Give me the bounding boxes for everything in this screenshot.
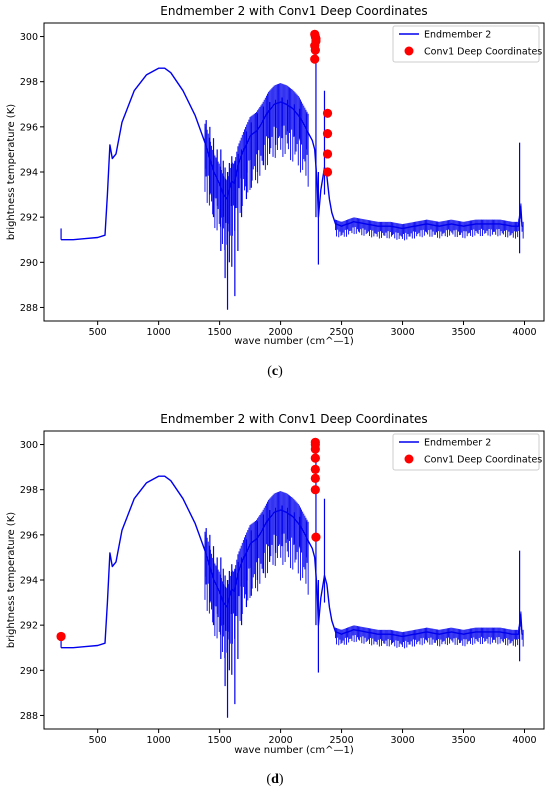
- plot-frame: [43, 430, 545, 730]
- coordinate-point: [322, 149, 333, 159]
- plot-area: [56, 437, 524, 718]
- x-tick-label: 2500: [329, 735, 353, 746]
- y-tick-label: 288: [20, 303, 38, 314]
- coordinate-point: [311, 34, 321, 44]
- x-tick-label: 2500: [329, 327, 353, 338]
- x-tick-label: 500: [89, 327, 107, 338]
- y-tick-label: 288: [20, 711, 38, 722]
- y-tick-label: 300: [20, 32, 38, 43]
- chart-title: Endmember 2 with Conv1 Deep Coordinates: [160, 4, 427, 18]
- coordinate-point: [56, 631, 66, 642]
- y-tick-label: 298: [20, 77, 38, 88]
- y-tick-label: 296: [20, 122, 38, 133]
- axis-ticks: 500 1000 1500 2000 2500 3000 3500 4000 288 290 292…: [20, 440, 537, 746]
- y-axis-label: brightness temperature (K): [6, 104, 17, 240]
- coordinate-point: [310, 444, 320, 454]
- legend: Endmember 2 Conv1 Deep Coordinates: [392, 433, 542, 471]
- caption-d: (d): [266, 772, 284, 787]
- y-tick-label: 296: [20, 530, 38, 541]
- chart-c: Endmember 2 with Conv1 Deep Coordinates …: [6, 4, 545, 347]
- x-tick-label: 1500: [208, 735, 232, 746]
- legend-box: [392, 433, 540, 471]
- x-tick-label: 3500: [451, 735, 475, 746]
- coordinate-point: [310, 473, 320, 484]
- x-tick-label: 1500: [208, 327, 232, 338]
- x-tick-label: 2000: [268, 327, 292, 338]
- coordinate-point: [310, 54, 320, 64]
- legend-entry-endmember: Endmember 2: [424, 438, 491, 449]
- chart-d: Endmember 2 with Conv1 Deep Coordinates …: [6, 412, 545, 756]
- legend-entry-coordinates: Conv1 Deep Coordinates: [424, 455, 542, 466]
- x-tick-label: 3500: [451, 327, 475, 338]
- legend-point-swatch: [404, 46, 414, 56]
- y-tick-label: 294: [20, 168, 38, 179]
- y-tick-label: 294: [20, 576, 38, 587]
- y-tick-label: 298: [20, 485, 38, 496]
- x-tick-label: 3000: [390, 327, 414, 338]
- coordinate-point: [322, 108, 333, 118]
- y-tick-label: 292: [20, 213, 38, 224]
- caption-c: (c): [267, 364, 283, 379]
- coordinate-point: [310, 45, 320, 55]
- y-axis-label: brightness temperature (K): [6, 512, 17, 648]
- coordinate-point: [311, 532, 321, 542]
- legend-box: [392, 25, 540, 63]
- x-tick-label: 4000: [512, 327, 536, 338]
- x-axis-label: wave number (cm^—1): [234, 745, 354, 756]
- coordinate-point: [322, 129, 333, 139]
- x-tick-label: 4000: [512, 735, 536, 746]
- legend-entry-coordinates: Conv1 Deep Coordinates: [424, 47, 542, 58]
- legend: Endmember 2 Conv1 Deep Coordinates: [392, 25, 542, 63]
- x-tick-label: 1000: [147, 735, 171, 746]
- y-tick-label: 290: [20, 666, 38, 677]
- plot-frame: [43, 22, 545, 322]
- x-axis-label: wave number (cm^—1): [234, 336, 354, 347]
- x-tick-label: 1000: [147, 327, 171, 338]
- legend-point-swatch: [404, 454, 414, 464]
- coordinate-point: [310, 453, 320, 463]
- coordinate-point: [310, 485, 320, 495]
- legend-entry-endmember: Endmember 2: [424, 30, 491, 41]
- y-tick-label: 292: [20, 621, 38, 632]
- x-tick-label: 2000: [268, 735, 292, 746]
- plot-area: [60, 29, 524, 310]
- x-tick-label: 500: [89, 735, 107, 746]
- coordinate-point: [322, 167, 333, 177]
- coordinate-point: [310, 464, 320, 474]
- x-tick-label: 3000: [390, 735, 414, 746]
- y-tick-label: 300: [20, 440, 38, 451]
- y-tick-label: 290: [20, 258, 38, 269]
- axis-ticks: 500 1000 1500 2000 2500 3000 3500 4000 288 290 292…: [20, 32, 537, 338]
- chart-title: Endmember 2 with Conv1 Deep Coordinates: [160, 412, 427, 426]
